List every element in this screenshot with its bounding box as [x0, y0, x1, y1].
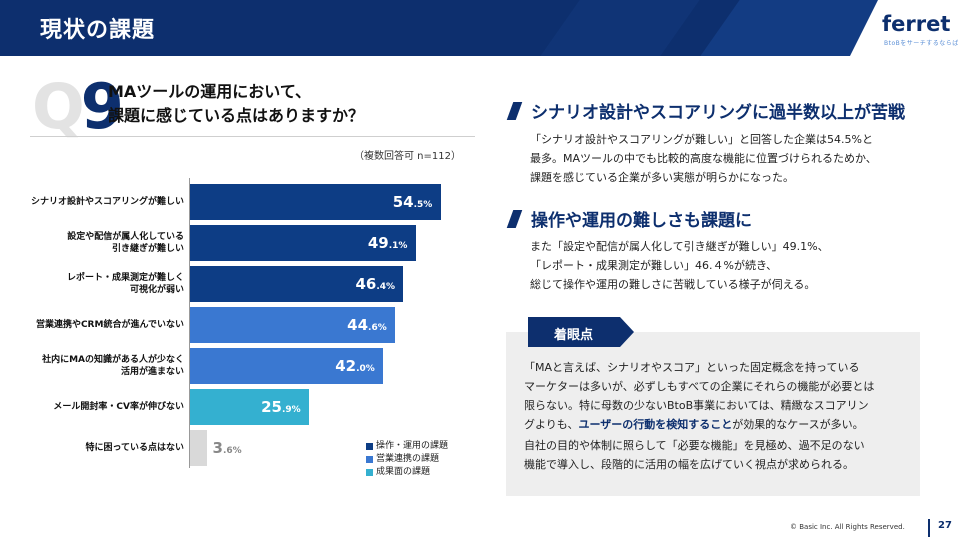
header-band: 現状の課題 ferret BtoBをサーチするならば — [0, 0, 960, 56]
legend-swatch — [366, 456, 373, 463]
bar-value-label: 3.6% — [212, 439, 242, 457]
category-label: メール開封率・CV率が伸びない — [53, 402, 184, 412]
brand-tagline: BtoBをサーチするならば — [884, 40, 959, 47]
section-heading: シナリオ設計やスコアリングに過半数以上が苦戦 — [506, 98, 905, 123]
footer-divider — [928, 519, 930, 537]
emphasis-text: ユーザーの行動を検知すること — [578, 418, 733, 431]
category-label: 特に困っている点はない — [85, 443, 184, 453]
bar-value-label: 44.6% — [347, 316, 387, 334]
question-number: Q9 — [32, 70, 124, 143]
chart-bar — [190, 307, 396, 343]
category-label: 社内にMAの知識がある人が少なく 活用が進まない — [42, 355, 184, 377]
brand-logo: ferret BtoBをサーチするならば — [850, 0, 960, 56]
legend-swatch — [366, 469, 373, 476]
chart-bar — [190, 389, 310, 425]
section-heading: 操作や運用の難しさも課題に — [506, 206, 752, 231]
header-stripe — [540, 0, 700, 56]
bar-value-label: 54.5% — [392, 193, 433, 211]
question-text: MAツールの運用において、 課題に感じている点はありますか？ — [108, 80, 364, 128]
chart-bar — [190, 430, 207, 466]
copyright: © Basic Inc. All Rights Reserved. — [790, 523, 905, 531]
focus-paragraph: 自社の目的や体制に照らして「必要な機能」を見極め、過不足のない 機能で導入し、段… — [524, 439, 865, 471]
legend-item: 操作・運用の課題 — [366, 440, 448, 453]
question-line: 課題に感じている点はありますか？ — [108, 106, 365, 125]
sample-note: （複数回答可 n=112） — [354, 151, 461, 162]
section-body: また「設定や配信が属人化して引き継ぎが難しい」49.1%、 「レポート・成果測定… — [530, 240, 829, 291]
chart-bar — [190, 225, 416, 261]
category-label: 営業連携やCRM統合が進んでいない — [35, 320, 184, 330]
bar-value-label: 25.9% — [261, 398, 301, 416]
slash-icon — [506, 209, 523, 228]
section-body: 「シナリオ設計やスコアリングが難しい」と回答した企業は54.5%と 最多。MAツ… — [530, 133, 877, 184]
chart-legend: 操作・運用の課題 営業連携の課題 成果面の課題 — [366, 440, 448, 479]
brand-name: ferret — [882, 12, 951, 36]
legend-item: 成果面の課題 — [366, 466, 448, 479]
question-line: MAツールの運用において、 — [108, 82, 312, 101]
category-label: シナリオ設計やスコアリングが難しい — [30, 197, 184, 207]
bar-value-label: 42.0% — [335, 357, 375, 375]
focus-tag: 着眼点 — [528, 317, 634, 347]
chart-bar — [190, 348, 384, 384]
chart-axis — [189, 178, 190, 468]
legend-swatch — [366, 443, 373, 450]
chart-bar — [190, 184, 441, 220]
slash-icon — [506, 101, 523, 120]
bar-value-label: 49.1% — [367, 234, 408, 252]
page-title: 現状の課題 — [40, 18, 156, 43]
legend-item: 営業連携の課題 — [366, 453, 448, 466]
focus-paragraph: 「MAと言えば、シナリオやスコア」といった固定概念を持っている マーケターは多い… — [524, 361, 875, 431]
category-label: レポート・成果測定が難しく 可視化が弱い — [66, 273, 184, 295]
chart-bar — [190, 266, 404, 302]
bar-value-label: 46.4% — [355, 275, 396, 293]
divider — [30, 136, 475, 137]
category-label: 設定や配信が属人化している 引き継ぎが難しい — [67, 232, 184, 254]
page-number: 27 — [938, 520, 952, 531]
focus-panel — [506, 332, 920, 496]
